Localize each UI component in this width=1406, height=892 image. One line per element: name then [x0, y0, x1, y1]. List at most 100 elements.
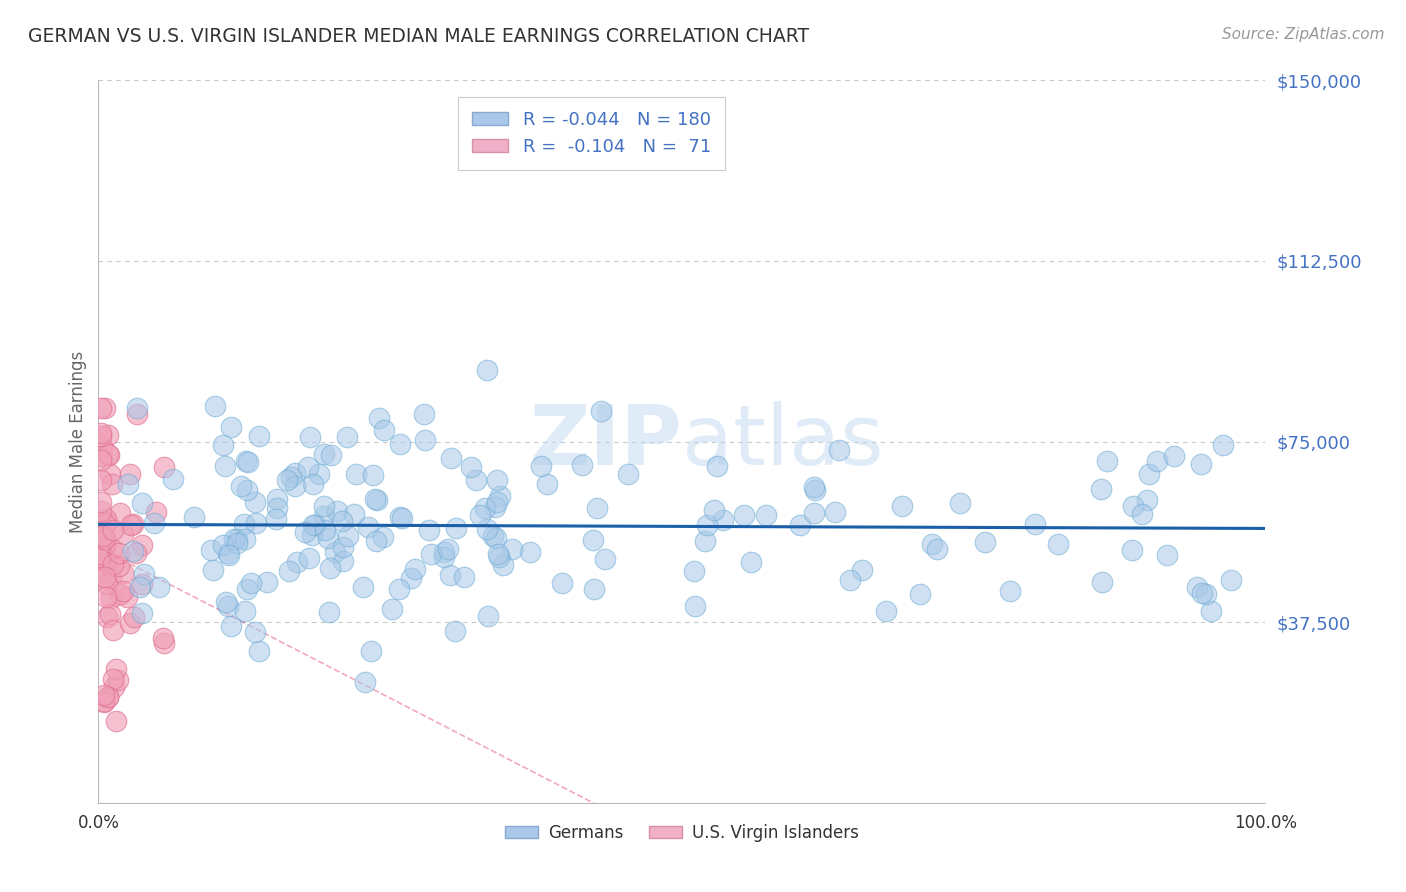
- Point: [824, 505, 846, 519]
- Point: [211, 538, 233, 552]
- Point: [276, 473, 298, 487]
- Point: [285, 555, 308, 569]
- Point: [222, 532, 245, 546]
- Point: [120, 518, 142, 533]
- Point: [145, 504, 167, 518]
- Point: [336, 430, 359, 444]
- Point: [1199, 604, 1222, 618]
- Point: [1191, 586, 1213, 600]
- Point: [389, 437, 412, 451]
- Point: [97, 690, 120, 705]
- Point: [486, 548, 509, 562]
- Point: [364, 491, 387, 506]
- Point: [488, 489, 510, 503]
- Point: [120, 467, 142, 481]
- Point: [127, 401, 149, 415]
- Point: [108, 558, 131, 573]
- Point: [998, 583, 1021, 598]
- Point: [90, 429, 112, 443]
- Point: [153, 636, 176, 650]
- Point: [891, 499, 914, 513]
- Point: [94, 512, 117, 526]
- Point: [1136, 493, 1159, 508]
- Point: [98, 448, 121, 462]
- Point: [1122, 499, 1144, 513]
- Text: GERMAN VS U.S. VIRGIN ISLANDER MEDIAN MALE EARNINGS CORRELATION CHART: GERMAN VS U.S. VIRGIN ISLANDER MEDIAN MA…: [28, 27, 810, 45]
- Point: [488, 549, 510, 564]
- Point: [477, 609, 499, 624]
- Point: [839, 573, 862, 587]
- Point: [302, 477, 325, 491]
- Point: [94, 558, 117, 572]
- Point: [391, 511, 413, 525]
- Point: [256, 575, 278, 590]
- Point: [247, 644, 270, 658]
- Point: [486, 495, 509, 509]
- Point: [90, 453, 112, 467]
- Point: [131, 538, 153, 552]
- Point: [1121, 543, 1143, 558]
- Point: [217, 599, 239, 614]
- Point: [388, 510, 411, 524]
- Point: [1163, 449, 1185, 463]
- Point: [353, 674, 375, 689]
- Point: [1189, 457, 1212, 471]
- Point: [98, 467, 121, 481]
- Point: [314, 523, 336, 537]
- Point: [235, 454, 257, 468]
- Point: [804, 483, 827, 497]
- Point: [212, 438, 235, 452]
- Point: [297, 459, 319, 474]
- Point: [361, 468, 384, 483]
- Point: [875, 604, 897, 618]
- Point: [1024, 516, 1046, 531]
- Point: [90, 473, 112, 487]
- Point: [96, 610, 118, 624]
- Point: [233, 517, 256, 532]
- Point: [94, 516, 117, 531]
- Point: [357, 519, 380, 533]
- Point: [90, 531, 112, 545]
- Point: [419, 547, 441, 561]
- Point: [284, 467, 307, 481]
- Point: [101, 557, 124, 571]
- Point: [93, 532, 115, 546]
- Point: [444, 521, 467, 535]
- Point: [332, 540, 354, 554]
- Point: [485, 473, 508, 487]
- Point: [152, 631, 174, 645]
- Point: [105, 714, 128, 728]
- Point: [827, 442, 849, 457]
- Point: [536, 477, 558, 491]
- Point: [519, 544, 541, 558]
- Point: [314, 499, 336, 513]
- Point: [803, 506, 825, 520]
- Point: [617, 467, 640, 481]
- Point: [204, 400, 226, 414]
- Point: [733, 508, 755, 523]
- Point: [183, 510, 205, 524]
- Point: [530, 459, 553, 474]
- Point: [492, 558, 515, 572]
- Point: [96, 556, 118, 570]
- Point: [235, 582, 257, 596]
- Point: [233, 532, 256, 546]
- Point: [693, 533, 716, 548]
- Point: [713, 513, 735, 527]
- Point: [343, 507, 366, 521]
- Point: [683, 564, 706, 578]
- Point: [91, 529, 114, 543]
- Point: [482, 529, 505, 543]
- Point: [122, 610, 145, 624]
- Point: [474, 501, 496, 516]
- Point: [318, 605, 340, 619]
- Point: [93, 688, 115, 702]
- Point: [90, 426, 112, 441]
- Text: atlas: atlas: [682, 401, 883, 482]
- Point: [122, 516, 145, 531]
- Point: [124, 546, 146, 560]
- Point: [101, 672, 124, 686]
- Point: [453, 569, 475, 583]
- Point: [93, 694, 115, 708]
- Point: [236, 483, 259, 498]
